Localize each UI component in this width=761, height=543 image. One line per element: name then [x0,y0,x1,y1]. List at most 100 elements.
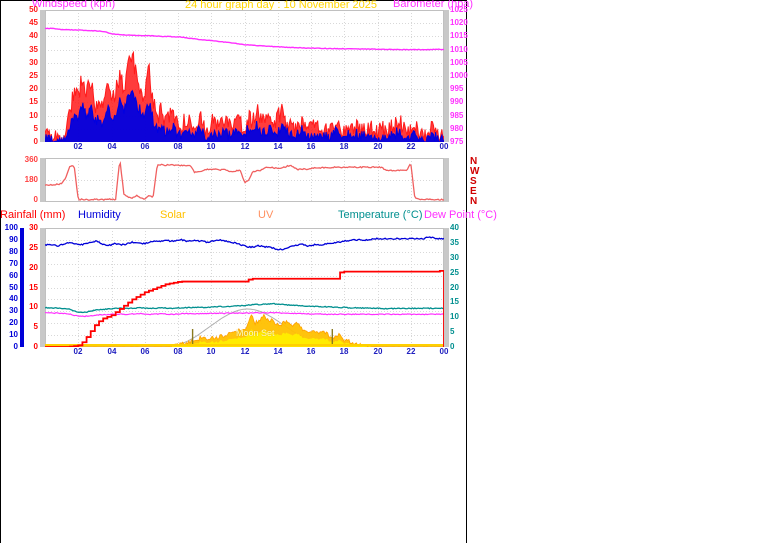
axis-tick-label: 0 [13,342,18,351]
axis-tick-label: 25 [29,71,38,80]
axis-tick-label: 18 [339,142,349,151]
axis-tick-label: 22 [406,347,416,356]
wind-left-spine [40,10,45,142]
axis-tick-label: 15 [29,283,38,292]
axis-tick-label: 1025 [450,5,468,14]
axis-tick-label: 50 [29,5,38,14]
axis-tick-label: 0 [33,137,38,146]
axis-tick-label: 20 [9,318,18,327]
page-right-border [466,0,467,543]
wind-plot-svg [45,10,444,142]
dir-right-spine [444,158,449,202]
axis-tick-label: 00 [439,347,449,356]
axis-tick-label: 5 [450,327,455,336]
compass-label-s-2: S [470,176,477,187]
legend-item-humidity: Humidity [78,209,121,221]
axis-tick-label: 975 [450,137,464,146]
axis-tick-label: 60 [9,271,18,280]
legend-item-rainfall-mm: Rainfall (mm) [0,209,66,221]
axis-tick-label: 10 [29,111,38,120]
axis-tick-label: 10 [206,142,216,151]
axis-tick-label: 30 [29,58,38,67]
axis-tick-label: 02 [73,142,83,151]
wind-right-spine [444,10,449,142]
axis-tick-label: 50 [9,283,18,292]
axis-tick-label: 5 [33,124,38,133]
axis-tick-label: 1000 [450,71,468,80]
axis-tick-label: 5 [33,322,38,331]
axis-tick-label: 20 [373,347,383,356]
axis-tick-label: 100 [4,223,18,232]
barometer-axis-label: Barometer (hpa) [393,0,474,10]
compass-label-n-0: N [470,156,478,167]
axis-tick-label: 30 [9,306,18,315]
compass-label-n-4: N [470,196,478,207]
axis-tick-label: 16 [306,347,316,356]
axis-tick-label: 995 [450,84,464,93]
winddir-plot-area [45,158,444,202]
axis-tick-label: 1015 [450,31,468,40]
compass-label-e-3: E [470,186,477,197]
axis-tick-label: 10 [9,330,18,339]
axis-tick-label: 40 [450,223,459,232]
axis-tick-label: 06 [140,347,150,356]
axis-tick-label: 990 [450,97,464,106]
axis-tick-label: 1010 [450,45,468,54]
axis-tick-label: 30 [450,253,459,262]
axis-tick-label: 08 [173,142,183,151]
legend-item-solar: Solar [160,209,186,221]
wind-barometer-panel: Windspeed (kph) 24 hour graph day : 10 N… [0,0,473,152]
axis-tick-label: 04 [107,347,117,356]
climate-left-spine [40,228,45,347]
axis-tick-label: 35 [450,238,459,247]
axis-tick-label: 20 [29,84,38,93]
axis-tick-label: 40 [9,294,18,303]
climate-right-spine [444,228,449,347]
axis-tick-label: 04 [107,142,117,151]
axis-tick-label: 12 [240,347,250,356]
moon-set-annotation: Moon Set [236,328,275,338]
dir-left-spine [40,158,45,202]
windspeed-axis-label: Windspeed (kph) [32,0,116,10]
axis-tick-label: 20 [29,263,38,272]
axis-tick-label: 985 [450,111,464,120]
axis-tick-label: 15 [450,297,459,306]
axis-tick-label: 35 [29,45,38,54]
axis-tick-label: 30 [29,223,38,232]
axis-tick-label: 980 [450,124,464,133]
axis-tick-label: 02 [73,347,83,356]
axis-tick-label: 360 [24,155,38,164]
axis-tick-label: 0 [33,195,38,204]
axis-tick-label: 14 [273,347,283,356]
wind-plot-area [45,10,444,142]
page-top-border [0,0,467,1]
page-left-border [0,0,1,543]
axis-tick-label: 1020 [450,18,468,27]
axis-tick-label: 10 [29,302,38,311]
axis-tick-label: 80 [9,247,18,256]
axis-tick-label: 180 [24,175,38,184]
climate-plot-area [45,228,444,347]
axis-tick-label: 15 [29,97,38,106]
axis-tick-label: 00 [439,142,449,151]
axis-tick-label: 90 [9,235,18,244]
axis-tick-label: 10 [450,312,459,321]
axis-tick-label: 25 [29,243,38,252]
axis-tick-label: 16 [306,142,316,151]
legend-item-uv: UV [258,209,274,221]
compass-divider [466,152,467,208]
axis-tick-label: 22 [406,142,416,151]
axis-tick-label: 08 [173,347,183,356]
axis-tick-label: 25 [450,268,459,277]
axis-tick-label: 20 [373,142,383,151]
page-title: 24 hour graph day : 10 November 2025 [185,0,378,11]
climate-plot-svg [45,228,444,347]
compass-label-w-1: W [470,166,480,177]
axis-tick-label: 0 [450,342,455,351]
axis-tick-label: 10 [206,347,216,356]
axis-tick-label: 20 [450,283,459,292]
axis-tick-label: 70 [9,259,18,268]
axis-tick-label: 18 [339,347,349,356]
